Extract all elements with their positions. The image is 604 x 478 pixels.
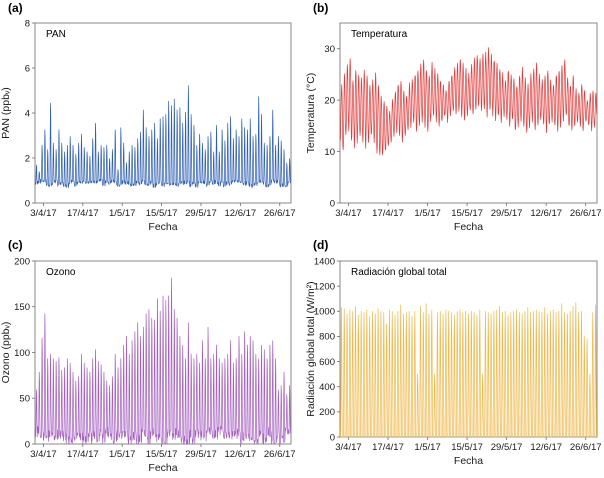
y-tick-label: 400: [319, 382, 335, 393]
y-tick-label: 100: [14, 348, 30, 359]
y-tick-label: 800: [319, 332, 335, 343]
series-label: PAN: [46, 29, 66, 40]
y-tick-label: 200: [319, 407, 335, 418]
x-tick-label: 29/5/17: [491, 442, 523, 453]
y-tick-label: 50: [19, 394, 30, 405]
y-tick-label: 0: [25, 198, 30, 209]
y-tick-label: 0: [330, 432, 335, 443]
x-axis-label: Fecha: [148, 221, 177, 233]
panel-label: (a): [8, 1, 23, 15]
series-line: [34, 85, 292, 189]
panel-label: (c): [8, 238, 23, 252]
x-tick-label: 29/5/17: [185, 208, 217, 219]
y-tick-label: 1400: [314, 256, 335, 267]
y-tick-label: 4: [25, 108, 30, 119]
x-tick-label: 1/5/17: [109, 449, 135, 460]
x-tick-label: 29/5/17: [491, 208, 523, 219]
y-tick-label: 0: [330, 198, 335, 209]
x-tick-label: 1/5/17: [109, 208, 135, 219]
y-tick-label: 1000: [314, 307, 335, 318]
x-tick-label: 17/4/17: [67, 208, 99, 219]
y-axis-label: Ozono (ppbᵥ): [0, 322, 12, 384]
x-tick-label: 3/4/17: [335, 208, 361, 219]
plot-frame: [339, 260, 598, 438]
x-tick-label: 26/6/17: [264, 208, 296, 219]
x-axis-label: Fecha: [148, 462, 177, 474]
series-line: [339, 47, 598, 156]
x-axis-label: Fecha: [454, 455, 483, 467]
y-axis-label: Radiación global total (W/m²): [305, 281, 317, 416]
x-tick-label: 26/6/17: [570, 442, 602, 453]
x-tick-label: 12/6/17: [530, 208, 562, 219]
x-tick-label: 3/4/17: [30, 449, 56, 460]
x-tick-label: 29/5/17: [185, 449, 217, 460]
panel-label: (d): [313, 238, 328, 252]
y-tick-label: 10: [324, 147, 335, 158]
y-axis-label: Temperatura (°C): [305, 73, 317, 154]
x-axis-label: Fecha: [454, 221, 483, 233]
panel-c: (c) Ozono 0 50 100 150 200 3/4/17 17/4/17 1/5/17 1…: [0, 238, 296, 474]
panel-b: (b) Temperatura 0 10 20 30 3/4/17 17/4/17 1/5/17…: [305, 1, 602, 233]
panel-d: (d) Radiación global total 0 200 400 600 800 10…: [305, 238, 602, 467]
y-tick-label: 2: [25, 153, 30, 164]
series-label: Ozono: [46, 267, 76, 278]
x-tick-label: 26/6/17: [264, 449, 296, 460]
y-tick-label: 30: [324, 44, 335, 55]
y-tick-label: 20: [324, 95, 335, 106]
x-tick-label: 15/5/17: [451, 442, 483, 453]
x-tick-label: 26/6/17: [570, 208, 602, 219]
x-tick-label: 17/4/17: [372, 208, 404, 219]
x-tick-label: 17/4/17: [372, 442, 404, 453]
y-tick-label: 8: [25, 18, 30, 29]
y-tick-label: 200: [14, 256, 30, 267]
x-tick-label: 3/4/17: [335, 442, 361, 453]
x-tick-label: 1/5/17: [414, 208, 440, 219]
series-line: [339, 302, 597, 438]
y-tick-label: 1200: [314, 281, 335, 292]
y-tick-label: 150: [14, 302, 30, 313]
x-tick-label: 12/6/17: [530, 442, 562, 453]
x-tick-label: 1/5/17: [414, 442, 440, 453]
x-tick-label: 15/5/17: [451, 208, 483, 219]
y-tick-label: 600: [319, 357, 335, 368]
series-line: [34, 277, 291, 445]
x-tick-label: 3/4/17: [30, 208, 56, 219]
y-tick-label: 6: [25, 63, 30, 74]
x-tick-label: 15/5/17: [146, 208, 178, 219]
x-tick-label: 15/5/17: [146, 449, 178, 460]
y-axis-label: PAN (ppbᵥ): [0, 87, 12, 139]
series-label: Temperatura: [351, 29, 408, 40]
x-tick-label: 12/6/17: [225, 208, 257, 219]
y-tick-label: 0: [25, 439, 30, 450]
panel-a: (a) PAN 0 2 4 6 8 3/4/17 17/4/17 1/5/17 15/5/17 29/…: [0, 1, 296, 233]
x-tick-label: 17/4/17: [67, 449, 99, 460]
panel-label: (b): [313, 1, 328, 15]
series-label: Radiación global total: [351, 267, 447, 278]
x-tick-label: 12/6/17: [225, 449, 257, 460]
